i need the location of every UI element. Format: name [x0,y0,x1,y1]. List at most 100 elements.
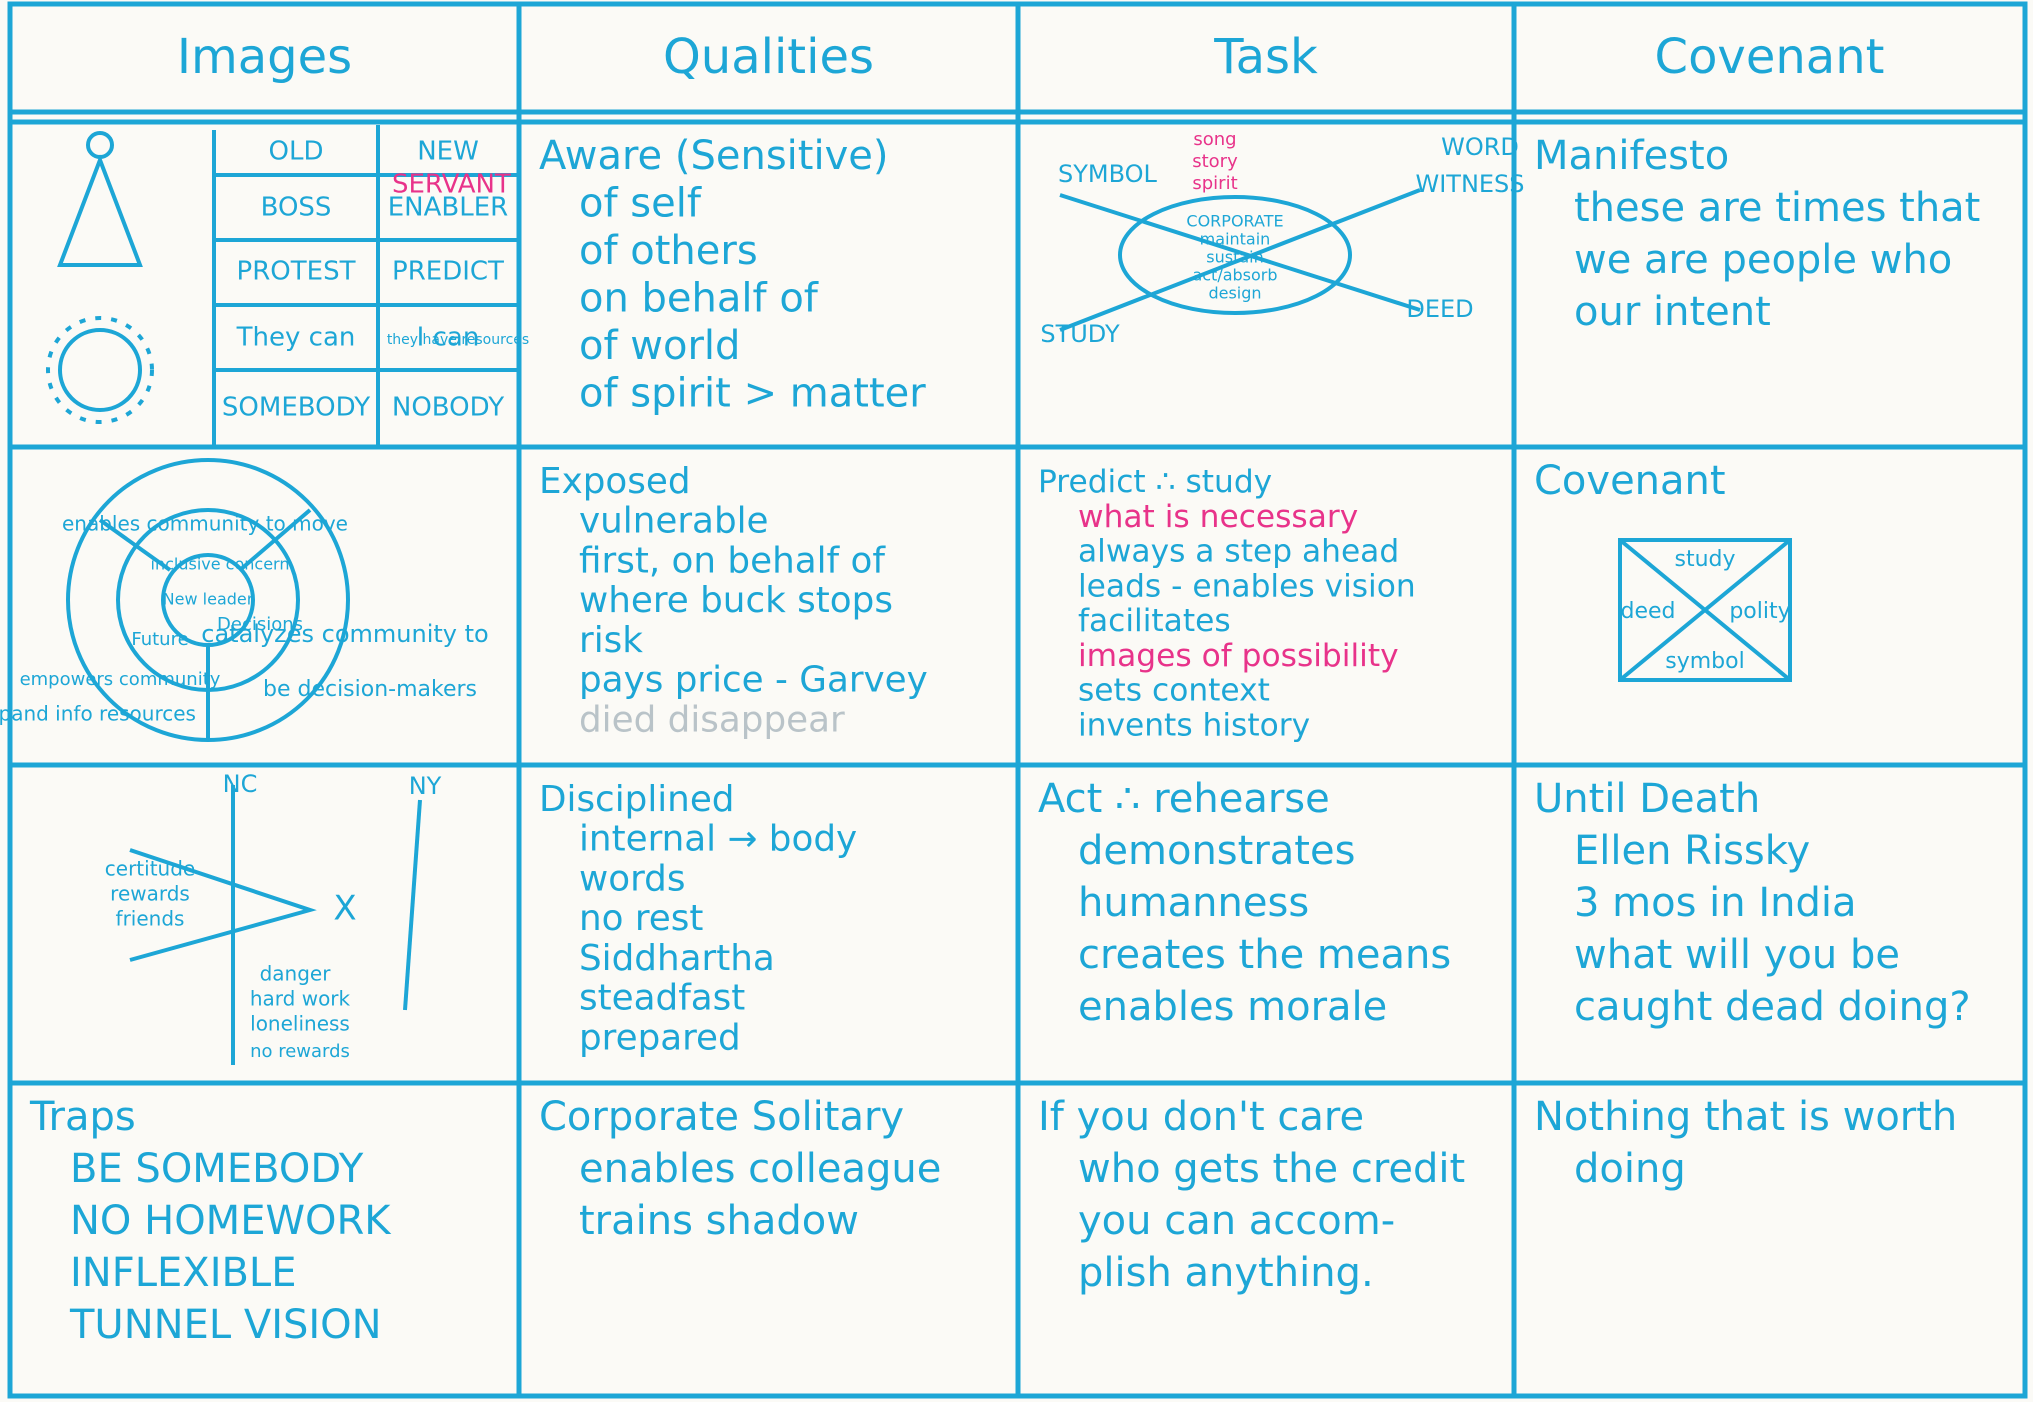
cross-line [1059,188,1421,332]
diagram-label: hard work [250,987,351,1011]
diagram-label: Expand info resources [0,702,196,726]
diagram-label: be decision-makers [263,677,477,702]
diagram-label: X [333,889,356,929]
handwritten-line: of world [579,323,740,369]
handwritten-line: these are times that [1574,185,1980,231]
grid-cell: PREDICT [392,257,504,287]
diagram-label: WORD [1441,133,1519,161]
handwritten-line: pays price - Garvey [579,660,928,701]
handwritten-line: what is necessary [1078,499,1358,535]
handwritten-line: Predict ∴ study [1038,464,1272,500]
handwritten-line: what will you be [1574,932,1900,978]
diagram-label: spirit [1192,173,1237,194]
diagram-label: symbol [1665,649,1744,674]
diagram-label: song [1193,129,1236,150]
grid-cell: BOSS [261,193,332,223]
grid-cell: They can [236,323,356,353]
diagram-label: deed [1621,599,1676,624]
handwritten-line: Traps [29,1094,136,1140]
handwritten-line: steadfast [579,978,745,1019]
handwritten-line: doing [1574,1146,1686,1192]
diagram-label: friends [116,907,185,931]
table-grid [7,1,2028,1399]
spoke [98,518,172,572]
handwritten-line: vulnerable [579,501,769,542]
handwritten-line: Act ∴ rehearse [1038,776,1330,822]
diagram-label: STUDY [1040,320,1120,348]
grid-cell: NOBODY [392,393,504,423]
diagram-label: they have resources [387,332,529,348]
diagram-label: act/absorb [1192,266,1277,285]
handwritten-line: NO HOMEWORK [70,1198,392,1244]
handwritten-line: facilitates [1078,603,1231,639]
handwritten-line: Disciplined [539,779,735,820]
diagram-label: NC [223,770,258,798]
diagram-label: Future [131,629,188,650]
diagram-label: WITNESS [1415,170,1524,198]
cross-line [1059,193,1421,312]
handwritten-line: Corporate Solitary [539,1094,904,1140]
handwritten-line: caught dead doing? [1574,984,1971,1030]
envelope-lines [1618,538,1792,682]
handwritten-line: no rest [579,898,703,939]
diagram-label: inclusive concern [151,555,290,574]
triangle [57,154,143,267]
handwritten-line: creates the means [1078,932,1451,978]
sketches [46,125,1792,1065]
column-header: Images [177,29,352,85]
handwritten-line: plish anything. [1078,1250,1374,1296]
column-header: Covenant [1655,29,1885,85]
handwritten-line: Siddhartha [579,938,775,979]
grid-cell: OLD [269,137,324,167]
diagram-label: design [1208,284,1261,303]
diagram-label: danger [260,962,332,986]
circle [46,316,154,424]
handwritten-line: where buck stops [579,580,893,621]
handwritten-line: humanness [1078,880,1309,926]
spoke [238,508,312,572]
diagram-label: Decisions [217,614,303,635]
grid-cell: NEW [417,137,479,167]
diagram-label: New leader [163,590,254,609]
handwritten-line: our intent [1574,289,1771,335]
handwritten-line: died disappear [579,699,845,740]
handwritten-line: invents history [1078,707,1310,743]
handwritten-line: demonstrates [1078,828,1355,874]
handwritten-line: of self [579,181,702,227]
handwritten-line: prepared [579,1017,741,1058]
grid-cell: SOMEBODY [222,393,370,423]
content: Images Qualities Task Covenant OLD NEW BOSS ENA… [0,29,1980,1348]
handwritten-line: always a step ahead [1078,534,1399,570]
handwritten-line: you can accom- [1078,1198,1395,1244]
handwritten-line: Aware (Sensitive) [539,133,888,179]
diagram-label: no rewards [250,1041,350,1062]
handwritten-line: Nothing that is worth [1534,1094,1957,1140]
handwritten-line: TUNNEL VISION [69,1302,382,1348]
handwritten-line: of others [579,228,758,274]
handwritten-line: enables colleague [579,1146,941,1192]
column-header: Qualities [663,29,874,85]
diagram-label: sustain [1206,248,1263,267]
handwritten-line: words [579,858,685,899]
handwritten-line: Covenant [1534,458,1726,504]
handwritten-line: 3 mos in India [1574,880,1857,926]
grid-cell: PROTEST [237,257,356,287]
handwritten-line: first, on behalf of [579,540,886,581]
handwritten-line: Until Death [1534,776,1760,822]
diagram-label: maintain [1200,230,1271,249]
diagram-label: catalyzes community to [201,620,488,648]
handwritten-line: we are people who [1574,237,1952,283]
handwritten-line: leads - enables vision [1078,568,1416,604]
diagram-label: SERVANT [392,170,511,200]
handwritten-line: Manifesto [1534,133,1729,179]
handwritten-line: enables morale [1078,984,1387,1030]
handwritten-line: internal → body [579,819,857,860]
diagram-label: certitude [105,857,195,881]
handwritten-line: on behalf of [579,276,819,322]
circle [58,328,142,412]
wedge [129,848,317,962]
handwritten-line: risk [579,620,643,661]
diagram-label: SYMBOL [1058,160,1158,188]
grid-cell: ENABLER [388,193,508,223]
